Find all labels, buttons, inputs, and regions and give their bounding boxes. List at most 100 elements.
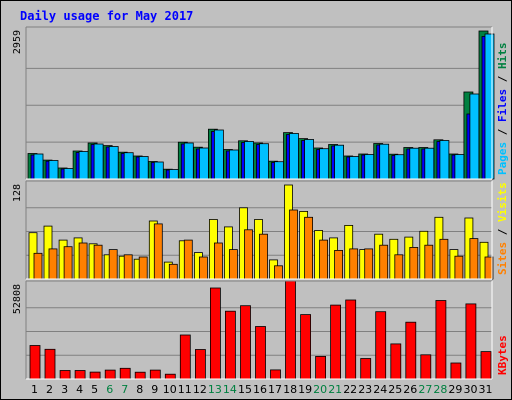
bar-kbytes-day-31 bbox=[480, 351, 492, 380]
bar-sites-day-30 bbox=[469, 238, 479, 280]
x-tick-label-day-19: 19 bbox=[298, 383, 312, 396]
bar-kbytes-day-6 bbox=[104, 369, 116, 380]
bar-pages-day-28 bbox=[439, 140, 450, 180]
legend-entry: / bbox=[496, 69, 509, 89]
x-tick-label-day-12: 12 bbox=[193, 383, 207, 396]
bar-sites-day-8 bbox=[138, 256, 148, 280]
bar-pages-day-10 bbox=[168, 169, 179, 180]
bar-kbytes-day-7 bbox=[119, 367, 131, 380]
bar-pages-day-4 bbox=[78, 151, 89, 180]
bar-pages-day-22 bbox=[349, 156, 360, 180]
bar-kbytes-day-24 bbox=[375, 311, 387, 380]
bar-sites-day-24 bbox=[379, 244, 389, 280]
bar-pages-day-14 bbox=[228, 149, 239, 180]
bar-kbytes-day-23 bbox=[360, 358, 372, 380]
bar-pages-day-1 bbox=[33, 153, 44, 180]
bar-sites-day-25 bbox=[394, 254, 404, 280]
y-axis-max-label: 2959 bbox=[12, 30, 23, 54]
x-tick-label-day-20: 20 bbox=[313, 383, 327, 396]
x-tick-label-day-23: 23 bbox=[358, 383, 372, 396]
x-tick-label-day-18: 18 bbox=[283, 383, 297, 396]
x-tick-label-day-17: 17 bbox=[268, 383, 282, 396]
legend-entry: Pages bbox=[496, 142, 509, 175]
bar-pages-day-19 bbox=[304, 139, 315, 180]
x-tick-label-day-29: 29 bbox=[448, 383, 462, 396]
bar-pages-day-15 bbox=[244, 141, 254, 180]
x-tick-label-day-2: 2 bbox=[46, 383, 53, 396]
bar-pages-day-17 bbox=[274, 161, 284, 180]
legend-entry: Hits bbox=[496, 43, 509, 70]
bar-sites-day-18 bbox=[289, 209, 298, 280]
panels-layer: 2959 Pages / Files / Hits 128 Sites / Visit… bbox=[12, 26, 509, 380]
bar-sites-day-22 bbox=[349, 248, 359, 280]
y-axis-max-label: 52808 bbox=[12, 284, 23, 314]
x-tick-label-day-1: 1 bbox=[31, 383, 38, 396]
bar-pages-day-20 bbox=[319, 148, 330, 180]
x-tick-label-day-8: 8 bbox=[136, 383, 143, 396]
bar-kbytes-day-22 bbox=[345, 299, 357, 380]
bar-kbytes-day-5 bbox=[89, 371, 101, 380]
x-tick-label-day-24: 24 bbox=[373, 383, 387, 396]
bar-kbytes-day-18 bbox=[285, 280, 296, 380]
bar-kbytes-day-2 bbox=[44, 348, 56, 380]
bar-kbytes-day-13 bbox=[209, 287, 221, 380]
bar-kbytes-day-16 bbox=[255, 326, 266, 380]
bar-pages-day-13 bbox=[213, 129, 224, 180]
x-tick-label-day-22: 22 bbox=[343, 383, 357, 396]
bar-kbytes-day-9 bbox=[149, 369, 161, 380]
bar-kbytes-day-10 bbox=[164, 373, 176, 380]
bar-pages-day-27 bbox=[424, 147, 435, 180]
bar-kbytes-day-20 bbox=[315, 355, 327, 380]
legend-entry: Visits bbox=[496, 182, 509, 222]
bar-pages-day-16 bbox=[259, 143, 269, 180]
bar-sites-day-17 bbox=[274, 265, 283, 280]
panel-hits-files-pages: 2959 Pages / Files / Hits bbox=[12, 26, 509, 180]
x-tick-label-day-5: 5 bbox=[91, 383, 98, 396]
bar-kbytes-day-8 bbox=[134, 371, 146, 380]
bar-pages-day-7 bbox=[123, 152, 134, 180]
bar-sites-day-28 bbox=[439, 238, 449, 280]
bar-pages-day-18 bbox=[289, 133, 299, 180]
x-tick-label-day-16: 16 bbox=[253, 383, 267, 396]
bar-kbytes-day-3 bbox=[59, 370, 71, 380]
bar-sites-day-5 bbox=[93, 244, 103, 280]
bar-kbytes-day-15 bbox=[240, 305, 251, 380]
bar-pages-day-21 bbox=[334, 144, 345, 180]
x-tick-label-day-31: 31 bbox=[479, 383, 493, 396]
x-tick-label-day-14: 14 bbox=[223, 383, 237, 396]
x-tick-label-day-9: 9 bbox=[151, 383, 158, 396]
bar-sites-day-11 bbox=[183, 239, 193, 280]
bar-sites-day-14 bbox=[228, 249, 238, 280]
bar-kbytes-day-25 bbox=[390, 343, 402, 380]
y-axis-max-label: 128 bbox=[12, 184, 23, 202]
legend-entry: KBytes bbox=[496, 335, 509, 375]
bar-pages-day-24 bbox=[379, 143, 390, 180]
x-tick-label-day-27: 27 bbox=[418, 383, 432, 396]
bar-kbytes-day-26 bbox=[405, 321, 417, 380]
x-tick-label-day-25: 25 bbox=[388, 383, 402, 396]
bar-sites-day-15 bbox=[244, 229, 253, 280]
bar-pages-day-31 bbox=[484, 33, 495, 180]
x-tick-label-day-13: 13 bbox=[208, 383, 222, 396]
bar-sites-day-10 bbox=[168, 263, 178, 280]
bar-pages-day-5 bbox=[93, 143, 104, 180]
bar-kbytes-day-28 bbox=[435, 300, 447, 380]
bar-pages-day-23 bbox=[364, 154, 375, 180]
x-tick-label-day-21: 21 bbox=[328, 383, 342, 396]
x-tick-label-day-28: 28 bbox=[433, 383, 447, 396]
bar-sites-day-2 bbox=[48, 248, 58, 280]
bar-sites-day-1 bbox=[33, 252, 43, 280]
x-tick-label-day-11: 11 bbox=[178, 383, 192, 396]
panel-kbytes: 52808 KBytes bbox=[12, 280, 509, 380]
x-tick-label-day-4: 4 bbox=[76, 383, 83, 396]
bar-pages-day-30 bbox=[469, 93, 480, 180]
bar-sites-day-27 bbox=[424, 244, 434, 280]
x-tick-label-day-15: 15 bbox=[238, 383, 252, 396]
bar-sites-day-26 bbox=[409, 246, 419, 280]
bar-pages-day-12 bbox=[198, 147, 209, 180]
bar-kbytes-day-19 bbox=[300, 314, 312, 380]
bar-sites-day-12 bbox=[198, 256, 208, 280]
bar-kbytes-day-17 bbox=[270, 369, 281, 380]
